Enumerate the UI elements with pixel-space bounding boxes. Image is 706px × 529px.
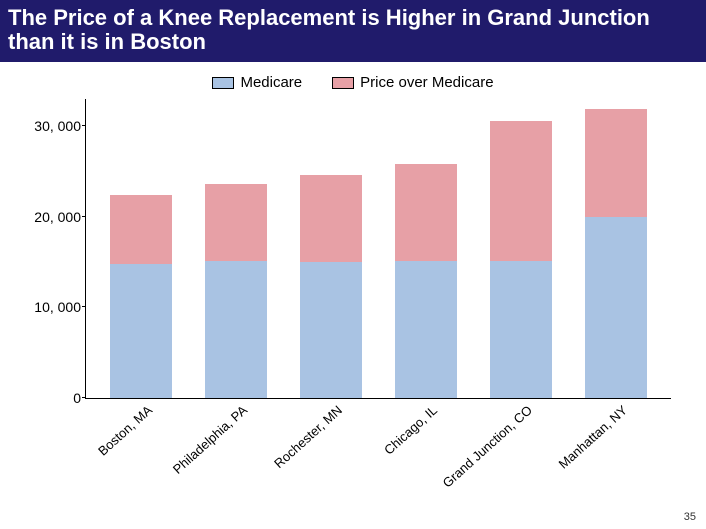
bar-slot: Philadelphia, PA [189, 184, 284, 399]
stacked-bar [395, 164, 457, 399]
x-label: Chicago, IL [381, 403, 440, 458]
stacked-bar [585, 109, 647, 398]
x-label: Philadelphia, PA [170, 403, 250, 477]
y-tick: 20, 000 [31, 209, 81, 225]
bar-segment-medicare [585, 217, 647, 398]
page-title: The Price of a Knee Replacement is Highe… [0, 0, 706, 62]
bar-slot: Manhattan, NY [568, 109, 663, 398]
bar-segment-over [585, 109, 647, 217]
bar-segment-medicare [110, 264, 172, 399]
y-tick: 30, 000 [31, 118, 81, 134]
bar-slot: Grand Junction, CO [473, 121, 568, 398]
legend-swatch [212, 77, 234, 89]
chart-container: MedicarePrice over Medicare 010, 00020, … [30, 74, 676, 494]
bar-segment-over [110, 195, 172, 264]
legend-item: Price over Medicare [332, 74, 493, 91]
page-number: 35 [684, 511, 696, 523]
y-tick: 10, 000 [31, 299, 81, 315]
stacked-bar [110, 195, 172, 399]
bar-slot: Rochester, MN [284, 175, 379, 399]
legend-item: Medicare [212, 74, 302, 91]
x-label: Boston, MA [95, 403, 155, 459]
bar-slot: Chicago, IL [378, 164, 473, 399]
chart-plot: 010, 00020, 00030, 000Boston, MAPhiladel… [85, 99, 671, 399]
bar-slot: Boston, MA [94, 195, 189, 399]
stacked-bar [205, 184, 267, 399]
bar-segment-over [205, 184, 267, 261]
legend-swatch [332, 77, 354, 89]
x-label: Manhattan, NY [555, 403, 629, 472]
bar-segment-medicare [205, 261, 267, 398]
title-text: The Price of a Knee Replacement is Highe… [8, 5, 650, 54]
bar-segment-over [300, 175, 362, 262]
bar-segment-medicare [490, 261, 552, 398]
legend-label: Price over Medicare [360, 74, 493, 91]
legend-label: Medicare [240, 74, 302, 91]
y-tick: 0 [31, 390, 81, 406]
stacked-bar [300, 175, 362, 399]
bar-segment-over [490, 121, 552, 261]
bar-segment-medicare [300, 262, 362, 398]
stacked-bar [490, 121, 552, 398]
bar-segment-medicare [395, 261, 457, 398]
x-label: Grand Junction, CO [439, 403, 534, 491]
chart-legend: Medicare Price over Medicare [30, 74, 676, 91]
x-label: Rochester, MN [271, 403, 345, 472]
bar-segment-over [395, 164, 457, 261]
